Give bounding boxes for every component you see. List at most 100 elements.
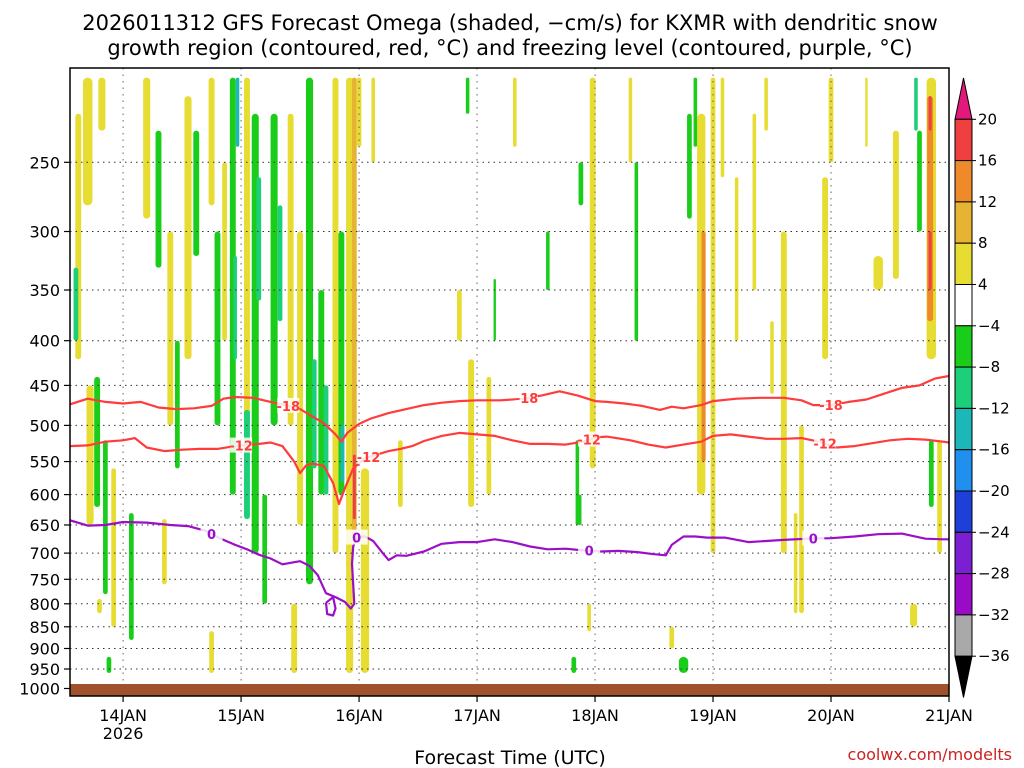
colorbar-swatch xyxy=(954,284,973,327)
omega-patch xyxy=(103,440,108,595)
x-axis-label: Forecast Time (UTC) xyxy=(414,747,605,768)
omega-patch xyxy=(577,494,582,525)
contour-label-bg xyxy=(515,390,538,406)
credit-text[interactable]: coolwx.com/modelts xyxy=(848,745,1012,764)
plot-frame xyxy=(69,67,950,697)
omega-patch xyxy=(291,603,298,673)
colorbar-swatch xyxy=(954,325,973,368)
omega-patch xyxy=(780,231,787,554)
omega-patch xyxy=(97,599,102,614)
omega-patch xyxy=(106,656,112,673)
omega-patch xyxy=(352,454,356,520)
omega-patch xyxy=(678,656,689,673)
contour-label-minus12: -12 xyxy=(229,440,253,455)
y-tick-label: 600 xyxy=(29,486,60,505)
y-tick-label: 1000 xyxy=(19,679,60,698)
contour-label-bg xyxy=(200,525,223,541)
contour-label-minus12: -12 xyxy=(813,438,837,453)
omega-patch xyxy=(311,359,317,469)
colorbar-swatch xyxy=(954,407,973,451)
y-axis: 250 300 350 400 450 500 550 600 650 700 750 800 850 9… xyxy=(19,153,70,698)
omega-patch xyxy=(928,96,932,131)
omega-patch xyxy=(513,77,517,147)
omega-patch xyxy=(346,77,354,673)
omega-patch xyxy=(587,603,591,632)
omega-patch xyxy=(244,77,250,426)
x-tick-label: 17JAN xyxy=(453,706,501,725)
colorbar-swatch xyxy=(954,655,973,698)
omega-patch xyxy=(928,440,934,508)
omega-patch xyxy=(782,425,786,482)
colorbar-label: −8 xyxy=(978,358,1000,376)
omega-patch xyxy=(162,519,167,585)
colorbar: 20 16 12 8 4 −4 −8 −12 −16 −20 −24 −28 −32 −36 xyxy=(954,77,1010,698)
y-tick-label: 650 xyxy=(29,516,60,535)
y-tick-label: 300 xyxy=(29,223,60,242)
omega-patch xyxy=(184,96,192,360)
contour-label-bg xyxy=(230,437,253,453)
omega-patch xyxy=(865,77,868,147)
y-tick-label: 400 xyxy=(29,332,60,351)
omega-patch xyxy=(256,177,262,301)
y-tick-label: 800 xyxy=(29,595,60,614)
colorbar-label: −28 xyxy=(978,565,1010,583)
omega-patch xyxy=(340,425,345,482)
omega-patch xyxy=(143,77,151,219)
x-tick-label: 19JAN xyxy=(689,706,737,725)
omega-patch xyxy=(828,77,834,163)
contour-label-bg xyxy=(820,397,843,413)
omega-patch xyxy=(167,231,174,426)
omega-patch xyxy=(270,113,278,426)
contour-label-freezing: 0 xyxy=(809,533,818,548)
omega-patch xyxy=(318,290,325,495)
omega-shading xyxy=(73,77,942,673)
omega-patch xyxy=(734,177,739,341)
contour-label-minus18: -18 xyxy=(277,400,301,415)
contour-loop-freezing xyxy=(324,596,337,617)
colorbar-label: −32 xyxy=(978,606,1010,624)
y-tick-label: 350 xyxy=(29,281,60,300)
omega-patch xyxy=(873,256,883,291)
omega-patch xyxy=(456,290,462,341)
contour-label-bg xyxy=(578,542,601,558)
x-tick-label: 15JAN xyxy=(217,706,265,725)
colorbar-label: −36 xyxy=(978,647,1010,665)
contour-label-minus12: -12 xyxy=(577,434,601,449)
x-tick-label: 14JAN xyxy=(99,706,147,725)
omega-patch xyxy=(720,77,725,178)
y-tick-label: 550 xyxy=(29,453,60,472)
omega-patch xyxy=(277,205,283,322)
contour-label-bg xyxy=(357,449,380,465)
chart-title-line-1: 2026011312 GFS Forecast Omega (shaded, −… xyxy=(82,11,938,35)
y-tick-label: 700 xyxy=(29,544,60,563)
omega-patch xyxy=(628,77,633,163)
omega-patch xyxy=(398,440,403,508)
colorbar-label: 8 xyxy=(978,234,988,252)
y-tick-label: 750 xyxy=(29,570,60,589)
contour-label-bg xyxy=(802,530,825,546)
colorbar-swatch xyxy=(954,490,973,533)
omega-patch xyxy=(209,631,214,673)
omega-patch xyxy=(229,77,236,495)
contour-label-bg xyxy=(277,397,300,413)
omega-patch xyxy=(752,113,757,291)
omega-patch xyxy=(687,113,692,219)
omega-patch xyxy=(917,130,922,232)
omega-patch xyxy=(233,256,237,360)
colorbar-swatch xyxy=(954,449,973,492)
omega-patch xyxy=(937,440,942,554)
colorbar-swatch xyxy=(954,614,973,657)
y-tick-label: 900 xyxy=(29,639,60,658)
omega-patch xyxy=(235,77,240,147)
colorbar-swatch xyxy=(954,242,973,285)
contour-label-bg xyxy=(814,435,837,451)
ground-strip xyxy=(70,684,949,696)
omega-patch xyxy=(193,130,200,257)
omega-patch xyxy=(578,162,584,206)
contour-label-bg xyxy=(345,529,368,545)
chart-title-line-2: growth region (contoured, red, °C) and f… xyxy=(107,36,912,60)
omega-patch xyxy=(770,321,774,394)
omega-patch xyxy=(669,626,675,649)
colorbar-label: 4 xyxy=(978,276,988,294)
